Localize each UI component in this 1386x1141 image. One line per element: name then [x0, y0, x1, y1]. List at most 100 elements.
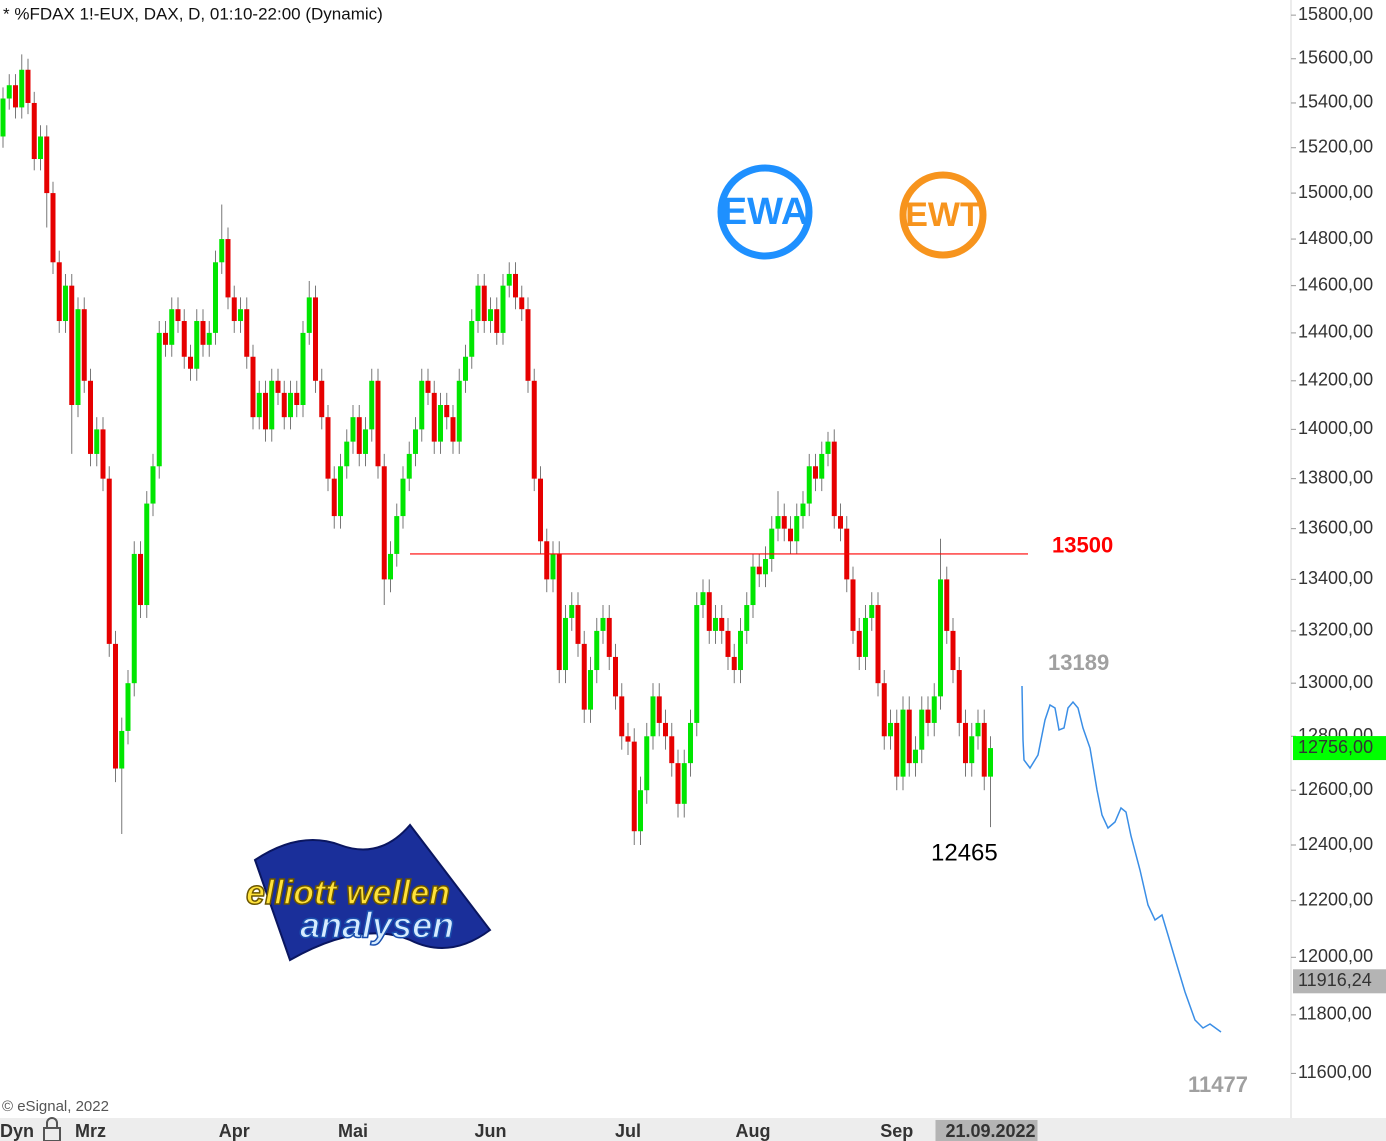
candle-body: [300, 332, 306, 406]
candle-body: [606, 617, 612, 657]
annotation: 11477: [1188, 1072, 1248, 1097]
candle-body: [525, 309, 531, 381]
candle-body: [456, 380, 462, 442]
x-tick-label: Apr: [219, 1121, 250, 1141]
candle-body: [494, 309, 500, 333]
candle-body: [319, 380, 325, 418]
candle-body: [181, 321, 187, 357]
candle-body: [394, 516, 400, 554]
candle-body: [794, 516, 800, 542]
candle-body: [213, 262, 218, 333]
candle-body: [225, 239, 231, 298]
chart-title: * %FDAX 1!-EUX, DAX, D, 01:10-22:00 (Dyn…: [3, 4, 383, 23]
candle-body: [250, 356, 256, 418]
candle-body: [694, 605, 700, 723]
y-tick-label: 14000,00: [1298, 418, 1373, 438]
candle-body: [544, 541, 550, 580]
candle-body: [513, 273, 518, 298]
y-tick-label: 12400,00: [1298, 834, 1373, 854]
candle-body: [119, 730, 125, 769]
x-axis-prefix: Dyn: [0, 1121, 34, 1141]
candle-body: [769, 528, 775, 560]
candle-body: [263, 392, 268, 430]
x-tick-label: Jul: [615, 1121, 641, 1141]
candle-body: [750, 566, 756, 606]
candle-body: [594, 630, 600, 671]
y-tick-label: 13000,00: [1298, 672, 1373, 692]
candle-body: [125, 683, 131, 731]
ewt-text: EWT: [905, 196, 981, 234]
candle-body: [725, 630, 731, 657]
candle-body: [338, 466, 343, 517]
candle-body: [713, 617, 718, 631]
candle-body: [881, 683, 887, 737]
candle-body: [81, 309, 87, 381]
candle-body: [450, 417, 456, 442]
candle-body: [138, 553, 143, 606]
candle-body: [556, 553, 562, 671]
candle-body: [638, 790, 643, 832]
candle-body: [763, 559, 768, 575]
candle-body: [631, 741, 637, 832]
candle-body: [69, 285, 75, 406]
y-tick-label: 11600,00: [1298, 1062, 1372, 1082]
candle-body: [888, 722, 893, 737]
candle-body: [50, 193, 56, 263]
candle-body: [281, 392, 287, 418]
candle-body: [988, 748, 993, 777]
ewa-logo: EWA: [717, 164, 813, 260]
candle-body: [400, 478, 406, 517]
candle-body: [306, 297, 312, 333]
candle-body: [38, 136, 43, 160]
candle-body: [369, 380, 375, 430]
candle-body: [569, 605, 575, 618]
candle-body: [869, 605, 875, 618]
x-axis-area: [0, 1118, 1386, 1141]
candle-body: [625, 736, 631, 742]
elliott-logo: elliott wellen analysen: [245, 823, 492, 962]
candle-body: [63, 285, 68, 322]
y-tick-label: 15400,00: [1298, 92, 1373, 112]
candle-body: [438, 405, 443, 442]
logo-line1: elliott wellen: [246, 874, 450, 912]
x-tick-label: Mai: [338, 1121, 368, 1141]
candle-body: [325, 417, 331, 479]
candle-body: [475, 285, 481, 322]
y-tick-label: 12200,00: [1298, 889, 1373, 909]
x-tick-label: Aug: [736, 1121, 771, 1141]
candle-body: [863, 617, 868, 657]
candle-body: [813, 466, 818, 479]
candle-body: [75, 309, 81, 406]
y-tick-label: 14600,00: [1298, 274, 1373, 294]
x-tick-label: Jun: [474, 1121, 506, 1141]
candle-body: [956, 670, 962, 723]
candle-body: [88, 380, 93, 454]
candle-body: [975, 722, 981, 737]
forecast-path: [1021, 685, 1222, 1033]
candle-body: [275, 380, 281, 393]
candle-body: [563, 617, 568, 671]
candle-body: [706, 592, 712, 631]
candle-body: [806, 466, 812, 504]
y-tick-label: 11800,00: [1298, 1004, 1372, 1024]
x-tick-label: Mrz: [75, 1121, 106, 1141]
candle-body: [875, 605, 881, 684]
candle-body: [531, 380, 537, 479]
candle-body: [938, 579, 943, 697]
candle-body: [431, 392, 437, 442]
candle-body: [244, 309, 250, 357]
candle-body: [194, 321, 200, 369]
candle-body: [200, 321, 206, 345]
candle-body: [963, 722, 968, 764]
candle-body: [331, 478, 337, 517]
candle-body: [163, 332, 168, 345]
candle-body: [613, 656, 618, 697]
y-tick-label: 13200,00: [1298, 620, 1373, 640]
candle-body: [519, 297, 525, 310]
candle-body: [788, 528, 793, 542]
candle-body: [463, 356, 468, 381]
candle-body: [744, 605, 750, 631]
candle-body: [231, 297, 237, 322]
candle-body: [56, 262, 62, 322]
candle-body: [856, 630, 862, 657]
